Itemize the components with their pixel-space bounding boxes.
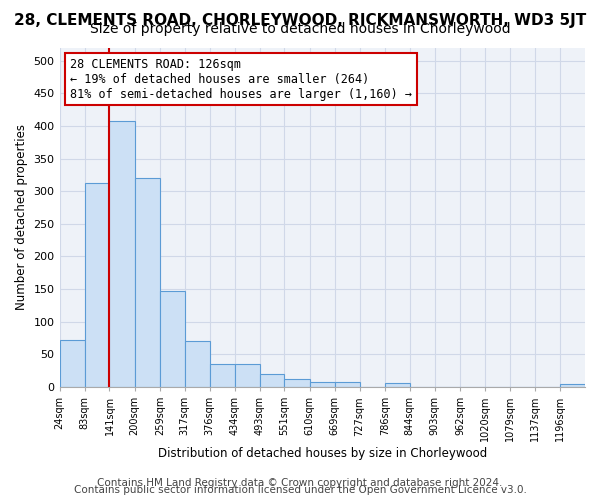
- Text: Size of property relative to detached houses in Chorleywood: Size of property relative to detached ho…: [89, 22, 511, 36]
- X-axis label: Distribution of detached houses by size in Chorleywood: Distribution of detached houses by size …: [158, 447, 487, 460]
- Bar: [134, 178, 160, 387]
- Bar: [160, 291, 185, 387]
- Bar: [210, 364, 235, 387]
- Bar: [560, 384, 585, 387]
- Bar: [310, 382, 335, 387]
- Bar: [235, 364, 260, 387]
- Bar: [284, 378, 310, 387]
- Bar: [59, 340, 85, 387]
- Bar: [85, 182, 109, 387]
- Bar: [109, 120, 134, 387]
- Bar: [185, 342, 210, 387]
- Text: Contains public sector information licensed under the Open Government Licence v3: Contains public sector information licen…: [74, 485, 526, 495]
- Bar: [260, 374, 284, 387]
- Bar: [385, 383, 410, 387]
- Y-axis label: Number of detached properties: Number of detached properties: [15, 124, 28, 310]
- Text: 28 CLEMENTS ROAD: 126sqm
← 19% of detached houses are smaller (264)
81% of semi-: 28 CLEMENTS ROAD: 126sqm ← 19% of detach…: [70, 58, 412, 100]
- Text: Contains HM Land Registry data © Crown copyright and database right 2024.: Contains HM Land Registry data © Crown c…: [97, 478, 503, 488]
- Bar: [335, 382, 359, 387]
- Text: 28, CLEMENTS ROAD, CHORLEYWOOD, RICKMANSWORTH, WD3 5JT: 28, CLEMENTS ROAD, CHORLEYWOOD, RICKMANS…: [14, 12, 586, 28]
